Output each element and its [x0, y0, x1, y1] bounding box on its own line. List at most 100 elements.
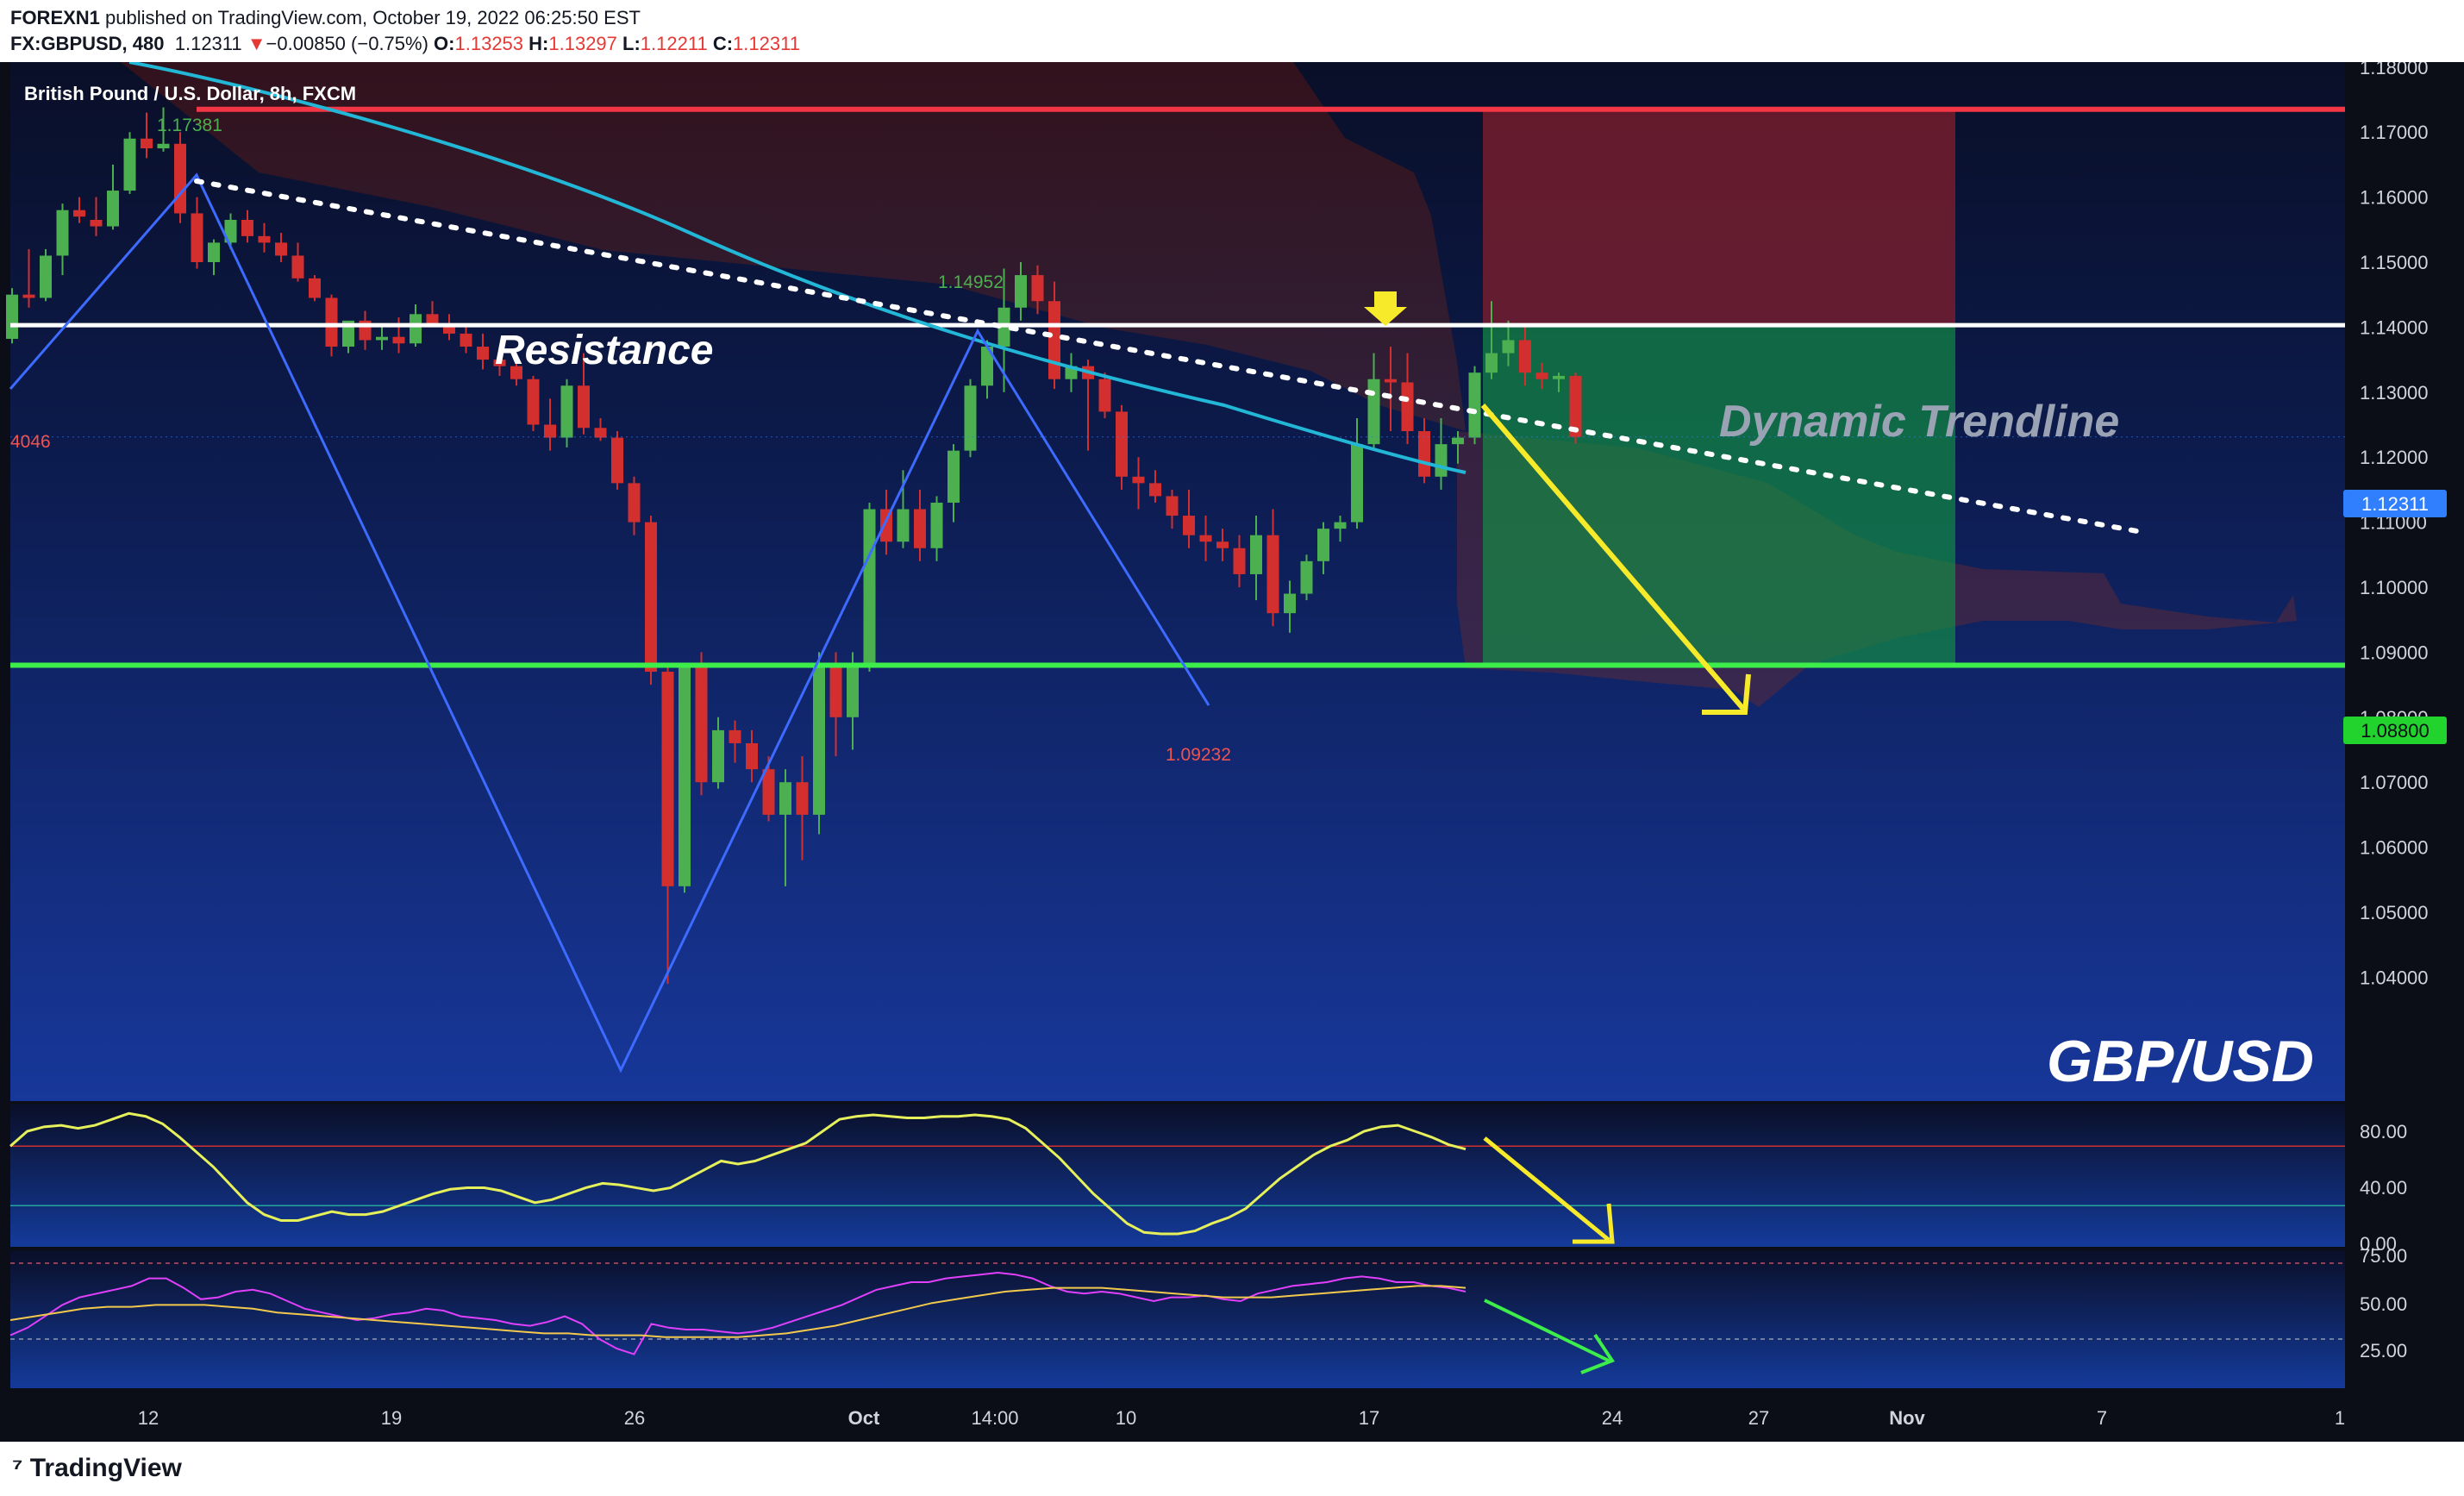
candle-body	[645, 522, 657, 673]
candle-body	[40, 255, 52, 298]
tradingview-brand[interactable]: TradingView	[29, 1454, 182, 1482]
time-tick-label: 17	[1359, 1407, 1379, 1429]
rsi-layer	[9, 1262, 2345, 1374]
candle-body	[544, 424, 556, 438]
candles-layer	[6, 107, 1582, 984]
candle-body	[291, 255, 304, 279]
candle-body	[1485, 353, 1498, 373]
oscillator-layer	[9, 1111, 2345, 1244]
candle-body	[174, 143, 186, 214]
candle-body	[729, 729, 741, 743]
rsi-line	[9, 1271, 1467, 1355]
candle-body	[981, 347, 993, 386]
time-tick-label: 26	[624, 1407, 645, 1429]
left-clipped-label: 4046	[10, 432, 51, 452]
candle-body	[1300, 560, 1313, 594]
candle-body	[460, 333, 472, 347]
candle-body	[762, 769, 775, 815]
candle-body	[258, 235, 271, 243]
time-tick-label: 27	[1748, 1407, 1769, 1429]
candle-body	[1216, 541, 1229, 548]
oscillator-arrowhead	[1573, 1203, 1615, 1244]
oscillator-line	[9, 1111, 1467, 1236]
open-label: O:	[434, 33, 455, 54]
publish-header: FOREXN1 published on TradingView.com, Oc…	[0, 0, 2464, 62]
candle-body	[1418, 431, 1430, 477]
candle-body	[1367, 379, 1380, 445]
time-tick-label: 10	[1116, 1407, 1136, 1429]
price-tick-label: 1.16000	[2360, 187, 2429, 209]
candle-body	[829, 665, 842, 717]
price-tick-label: 1.07000	[2360, 772, 2429, 793]
published-info: published on TradingView.com, October 19…	[105, 7, 641, 28]
candle-body	[796, 782, 809, 815]
entry-arrow-icon	[1364, 291, 1407, 326]
pair-label: GBP/USD	[2047, 1029, 2314, 1094]
candle-body	[695, 665, 708, 783]
candle-body	[661, 672, 674, 886]
candle-body	[947, 450, 960, 503]
candle-body	[208, 242, 220, 262]
time-tick-label: 12	[138, 1407, 159, 1429]
candle-body	[1031, 275, 1044, 302]
price-tick-label: 1.04000	[2360, 967, 2429, 988]
candle-body	[1183, 516, 1195, 535]
candle-body	[1284, 593, 1296, 614]
candle-body	[90, 219, 103, 227]
candle-body	[1233, 548, 1246, 574]
candle-body	[1452, 437, 1464, 445]
candle-body	[1116, 411, 1128, 477]
chart-title: British Pound / U.S. Dollar, 8h, FXCM	[24, 83, 356, 104]
candle-body	[224, 219, 237, 243]
candle-body	[1351, 444, 1363, 523]
open-value: 1.13253	[454, 33, 524, 54]
time-tick-label: 19	[381, 1407, 402, 1429]
oscillator-tick-label: 40.00	[2360, 1177, 2407, 1199]
candle-body	[1569, 375, 1582, 437]
rsi-tick-label: 50.00	[2360, 1293, 2407, 1315]
candle-body	[123, 138, 136, 191]
mid-pivot-label: 1.14952	[938, 272, 1004, 292]
candle-body	[325, 297, 338, 347]
axes-layer: 1.18000 1.17000 1.16000 1.15000 1.14000 1.130…	[138, 62, 2429, 1429]
candle-body	[712, 729, 724, 783]
rsi-tick-label: 25.00	[2360, 1340, 2407, 1361]
low-value: 1.12211	[640, 33, 708, 54]
oscillator-tick-label: 80.00	[2360, 1121, 2407, 1142]
ichimoku-cloud	[121, 62, 1466, 431]
candle-body	[56, 210, 69, 256]
candle-body	[107, 191, 119, 227]
change-arrow-icon: ▼	[247, 33, 266, 54]
candle-body	[679, 665, 691, 886]
time-tick-label: 1	[2335, 1407, 2345, 1429]
candle-body	[594, 428, 607, 438]
publisher-name[interactable]: FOREXN1	[10, 7, 100, 28]
support-price-badge	[2343, 717, 2447, 744]
chart-canvas[interactable]: 1.18000 1.17000 1.16000 1.15000 1.14000 1.130…	[0, 62, 2464, 1442]
candle-body	[1098, 379, 1111, 412]
time-tick-label: 14:00	[971, 1407, 1018, 1429]
rsi-arrow	[1484, 1299, 1610, 1362]
candle-body	[863, 509, 876, 666]
candle-body	[443, 323, 455, 334]
candle-body	[964, 385, 977, 451]
candle-body	[1015, 275, 1027, 308]
resistance-label: Resistance	[495, 328, 713, 373]
price-tick-label: 1.17000	[2360, 122, 2429, 143]
candle-body	[477, 347, 489, 360]
candle-body	[1149, 483, 1161, 497]
low-label: L:	[622, 33, 641, 54]
low-pivot-label: 1.09232	[1166, 745, 1231, 765]
candle-body	[1468, 372, 1481, 438]
candle-body	[309, 278, 321, 298]
oscillator-tick-label: 0.00	[2360, 1233, 2397, 1255]
oscillator-pane-bg	[10, 1104, 2345, 1247]
price-tick-label: 1.05000	[2360, 902, 2429, 923]
price-axis-bg	[2345, 62, 2464, 1442]
rsi-tick-label: 75.00	[2360, 1245, 2407, 1267]
candle-body	[914, 509, 926, 548]
candle-body	[1250, 535, 1262, 574]
candle-body	[1553, 375, 1565, 379]
candle-body	[191, 213, 203, 262]
candle-body	[1519, 340, 1531, 373]
